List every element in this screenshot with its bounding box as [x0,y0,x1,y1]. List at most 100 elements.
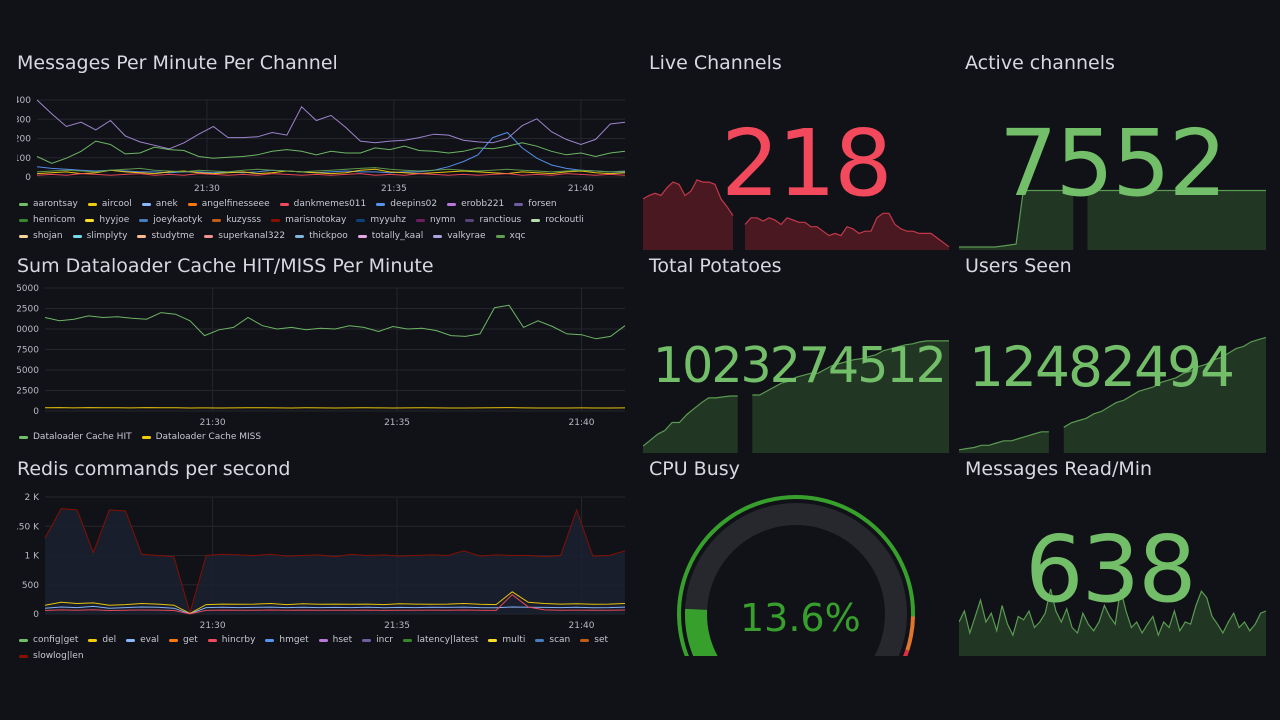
legend-swatch [19,435,28,439]
legend-label: Dataloader Cache HIT [33,432,132,442]
messages-read-min-value: 638 [1025,516,1197,623]
sparkline-line [959,189,1074,248]
messages-read-min-sparkline [959,588,1267,656]
legend-item[interactable]: angelfinesseee [187,196,270,212]
legend-item[interactable]: config|get [19,632,78,648]
panel-title[interactable]: Sum Dataloader Cache HIT/MISS Per Minute [17,255,434,277]
legend-item[interactable]: rockoutli [531,212,584,228]
legend-item[interactable]: totally_kaal [357,228,424,244]
series-line-forsen [36,99,626,150]
panel-title[interactable]: Redis commands per second [17,458,291,480]
sparkline-area [959,589,1266,656]
legend-item[interactable]: get [169,632,198,648]
legend-item[interactable]: ranctious [465,212,521,228]
legend-item[interactable]: xqc [495,228,526,244]
legend-item[interactable]: scan [535,632,570,648]
y-tick-label: 7500 [17,346,39,356]
legend-swatch [207,638,217,642]
panel-title[interactable]: Total Potatoes [649,255,782,277]
cpu-busy-gauge [677,495,916,656]
panel-total-potatoes: Total Potatoes 1023274512 [643,255,950,453]
dataloader-cache-chart[interactable]: 0 2500 5000 7500 10000 12500 15000 21:30 21:35 21… [17,283,632,433]
legend-swatch [141,202,151,206]
panel-title[interactable]: Live Channels [649,52,782,74]
legend-item[interactable]: latency|latest [402,632,479,648]
sparkline-line [643,179,734,216]
legend-item[interactable]: henricom [19,212,75,228]
legend-label: multi [502,635,526,645]
legend-item[interactable]: superkanal322 [204,228,285,244]
legend-item[interactable]: anek [141,196,178,212]
sparkline-area [745,213,949,250]
legend-item[interactable]: Dataloader Cache HIT [19,429,132,445]
gauge-threshold-red [903,649,910,656]
redis-commands-chart[interactable]: 0 500 1 K 1.50 K 2 K 21:30 21:35 21:40 [17,488,632,638]
users-seen-sparkline [959,336,1267,453]
legend-item[interactable]: deepins02 [376,196,437,212]
legend-item[interactable]: erobb221 [447,196,504,212]
legend-item[interactable]: aircool [87,196,132,212]
legend-item[interactable]: studytme [137,228,194,244]
legend-swatch [357,234,367,238]
legend-item[interactable]: hmget [265,632,309,648]
legend-label: ranctious [479,215,522,225]
y-tick-label: 100 [17,154,31,164]
legend-swatch [531,218,541,222]
legend-item[interactable]: joeykaotyk [139,212,202,228]
panel-title[interactable]: Messages Read/Min [965,458,1153,480]
y-tick-label: 15000 [17,284,39,294]
legend-label: aarontsay [33,199,78,209]
messages-per-minute-chart[interactable]: 0 100 200 300 400 21:30 21:35 21:40 [17,84,632,219]
legend-label: latency|latest [416,635,479,645]
series-line-slowlog|len [44,508,626,615]
legend-item[interactable]: multi [488,632,525,648]
legend-item[interactable]: kuzysss [212,212,261,228]
legend-item[interactable]: Dataloader Cache MISS [141,429,261,445]
legend-item[interactable]: valkyrae [433,228,486,244]
panel-title[interactable]: CPU Busy [649,458,740,480]
x-tick-label: 21:40 [569,621,595,631]
legend-swatch [535,638,545,642]
legend-label: thickpoo [309,231,348,241]
y-tick-label: 400 [17,96,31,106]
y-tick-label: 0 [33,407,39,417]
legend-swatch [19,202,28,206]
legend-item[interactable]: hincrby [207,632,255,648]
legend-item[interactable]: dankmemes011 [279,196,366,212]
x-tick-label: 21:30 [200,418,226,428]
panel-title[interactable]: Users Seen [965,255,1072,277]
legend-item[interactable]: thickpoo [295,228,348,244]
legend-item[interactable]: marisnotokay [271,212,346,228]
legend-label: get [183,635,198,645]
legend-item[interactable]: incr [362,632,393,648]
x-tick-label: 21:30 [194,184,220,194]
panel-title[interactable]: Messages Per Minute Per Channel [17,52,338,74]
legend-label: henricom [33,215,76,225]
legend-item[interactable]: slimplyty [72,228,127,244]
legend-swatch [465,218,475,222]
legend-swatch [447,202,457,206]
legend-item[interactable]: myyuhz [356,212,406,228]
legend-item[interactable]: eval [126,632,159,648]
legend-item[interactable]: del [88,632,116,648]
legend-item[interactable]: shojan [19,228,63,244]
legend-label: hmget [279,635,309,645]
sparkline-area [959,431,1049,453]
legend-item[interactable]: set [580,632,608,648]
x-tick-label: 21:35 [384,418,410,428]
legend-swatch [204,234,214,238]
legend-item[interactable]: nymn [415,212,455,228]
legend-item[interactable]: slowlog|len [19,648,84,664]
legend-label: totally_kaal [371,231,424,241]
series-area-slowlog|len [45,508,625,614]
legend-swatch [356,218,366,222]
panel-users-seen: Users Seen 12482494 [959,255,1267,453]
legend-item[interactable]: aarontsay [19,196,78,212]
legend-swatch [212,218,222,222]
legend-item[interactable]: hyyjoe [85,212,129,228]
legend-item[interactable]: forsen [514,196,557,212]
legend-swatch [72,234,82,238]
legend-label: eval [140,635,160,645]
panel-title[interactable]: Active channels [965,52,1115,74]
legend-item[interactable]: hset [318,632,352,648]
